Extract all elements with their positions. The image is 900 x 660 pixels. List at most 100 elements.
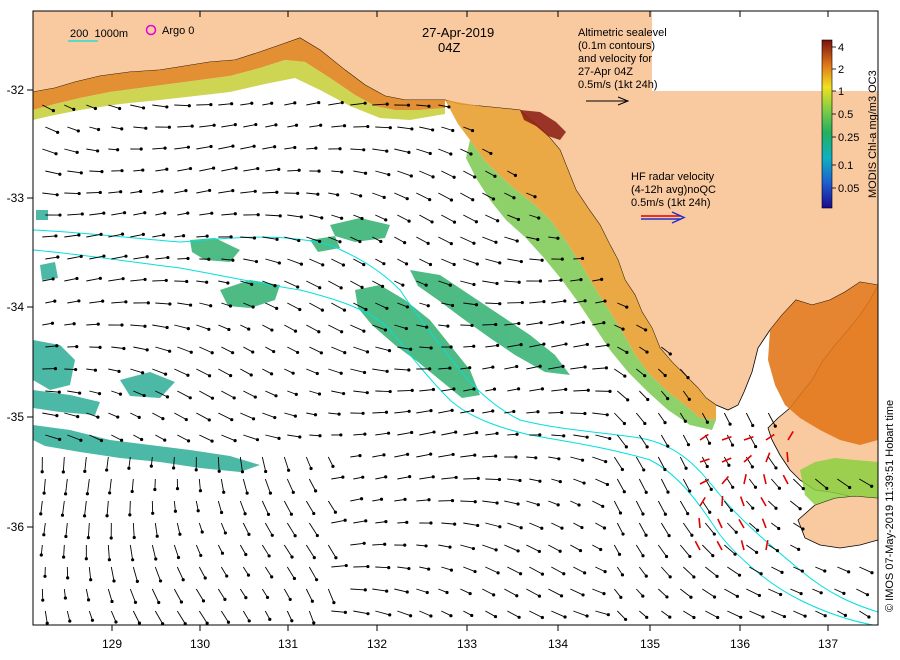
velocity-arrow-head — [600, 277, 604, 281]
velocity-arrow — [89, 170, 102, 173]
velocity-arrow-head — [120, 232, 125, 236]
velocity-arrow — [856, 588, 868, 596]
velocity-arrow — [239, 500, 246, 514]
velocity-arrow-head — [536, 503, 540, 507]
velocity-arrow — [128, 456, 131, 469]
velocity-arrow — [616, 522, 624, 535]
velocity-arrow — [283, 456, 290, 471]
velocity-arrow-head — [585, 342, 589, 347]
velocity-arrow-head — [540, 258, 544, 262]
velocity-arrow — [264, 522, 273, 536]
velocity-arrow-head — [275, 190, 279, 194]
velocity-arrow — [195, 544, 202, 556]
altimetric-line-3: and velocity for — [578, 53, 652, 65]
hf-radar-arrow — [782, 474, 789, 485]
velocity-arrow-head — [540, 526, 544, 530]
velocity-arrow — [327, 544, 337, 558]
velocity-arrow — [331, 390, 344, 394]
hf-radar-arrow — [738, 518, 745, 529]
velocity-arrow — [173, 500, 176, 512]
velocity-arrow — [353, 390, 368, 394]
velocity-arrow — [64, 412, 78, 418]
velocity-arrow-head — [580, 525, 584, 530]
velocity-arrow — [746, 544, 757, 553]
velocity-arrow — [67, 170, 82, 174]
argo-marker-icon — [145, 24, 157, 36]
velocity-arrow — [661, 346, 671, 355]
velocity-arrow — [177, 302, 191, 306]
hf-radar-arrow — [761, 518, 767, 529]
velocity-arrow — [680, 588, 692, 598]
velocity-arrow — [837, 478, 850, 488]
velocity-arrow-head — [293, 145, 297, 150]
velocity-arrow — [397, 126, 412, 130]
velocity-arrow-head — [207, 327, 211, 331]
velocity-arrow-head — [388, 389, 392, 394]
velocity-arrow-head — [145, 255, 149, 259]
velocity-arrow-head — [62, 555, 66, 559]
velocity-arrow-head — [228, 304, 233, 308]
velocity-arrow-head — [451, 452, 455, 457]
velocity-arrow-head — [558, 549, 562, 553]
velocity-arrow — [507, 522, 522, 529]
velocity-arrow — [638, 522, 647, 536]
velocity-arrow-head — [625, 305, 629, 309]
velocity-arrow — [837, 566, 849, 573]
velocity-arrow-head — [498, 302, 502, 306]
velocity-arrow — [419, 610, 432, 617]
velocity-arrow — [45, 345, 57, 348]
velocity-arrow-head — [178, 532, 182, 536]
velocity-arrow-head — [430, 220, 434, 224]
velocity-arrow-head — [105, 514, 109, 518]
velocity-arrow-head — [75, 345, 79, 349]
velocity-arrow-head — [383, 328, 388, 332]
velocity-arrow-head — [519, 526, 523, 530]
velocity-arrow — [199, 124, 215, 128]
velocity-arrow — [748, 434, 757, 447]
velocity-arrow — [724, 544, 736, 555]
velocity-arrow — [372, 192, 385, 198]
velocity-arrow-head — [90, 618, 95, 622]
velocity-arrow-head — [580, 458, 585, 462]
velocity-arrow-head — [473, 500, 477, 504]
velocity-arrow — [199, 390, 213, 399]
velocity-arrow-head — [409, 614, 413, 618]
velocity-arrow-head — [428, 262, 433, 267]
velocity-arrow — [199, 212, 212, 216]
velocity-arrow — [592, 412, 608, 416]
velocity-arrow-head — [61, 470, 65, 474]
velocity-arrow — [529, 478, 540, 482]
velocity-arrow — [265, 124, 277, 128]
velocity-arrow — [724, 588, 738, 597]
velocity-arrow-head — [198, 489, 203, 493]
velocity-arrow — [394, 498, 406, 502]
velocity-arrow-head — [64, 534, 68, 539]
velocity-arrow-head — [564, 387, 568, 391]
velocity-arrow — [485, 170, 496, 177]
velocity-arrow — [768, 500, 777, 509]
velocity-arrow — [727, 566, 740, 576]
velocity-arrow-head — [183, 622, 187, 625]
velocity-arrow-head — [298, 435, 302, 439]
velocity-arrow-head — [427, 498, 431, 502]
velocity-arrow-head — [358, 239, 362, 244]
velocity-arrow — [793, 478, 804, 489]
velocity-arrow-head — [105, 468, 109, 472]
velocity-arrow — [66, 610, 71, 622]
velocity-arrow — [679, 368, 689, 378]
velocity-arrow — [111, 390, 121, 395]
velocity-arrow-head — [823, 569, 827, 573]
velocity-arrow-head — [109, 536, 113, 540]
velocity-arrow-head — [388, 613, 392, 617]
velocity-arrow — [108, 412, 118, 418]
velocity-arrow-head — [227, 327, 231, 332]
velocity-arrow-head — [492, 593, 496, 597]
velocity-arrow-head — [470, 128, 475, 133]
velocity-arrow-head — [538, 479, 542, 483]
velocity-arrow-head — [449, 568, 454, 572]
velocity-arrow — [264, 566, 273, 578]
velocity-arrow-head — [432, 430, 436, 434]
hf-radar-arrow — [743, 435, 754, 441]
velocity-arrow-head — [512, 196, 516, 200]
velocity-arrow — [441, 258, 455, 265]
